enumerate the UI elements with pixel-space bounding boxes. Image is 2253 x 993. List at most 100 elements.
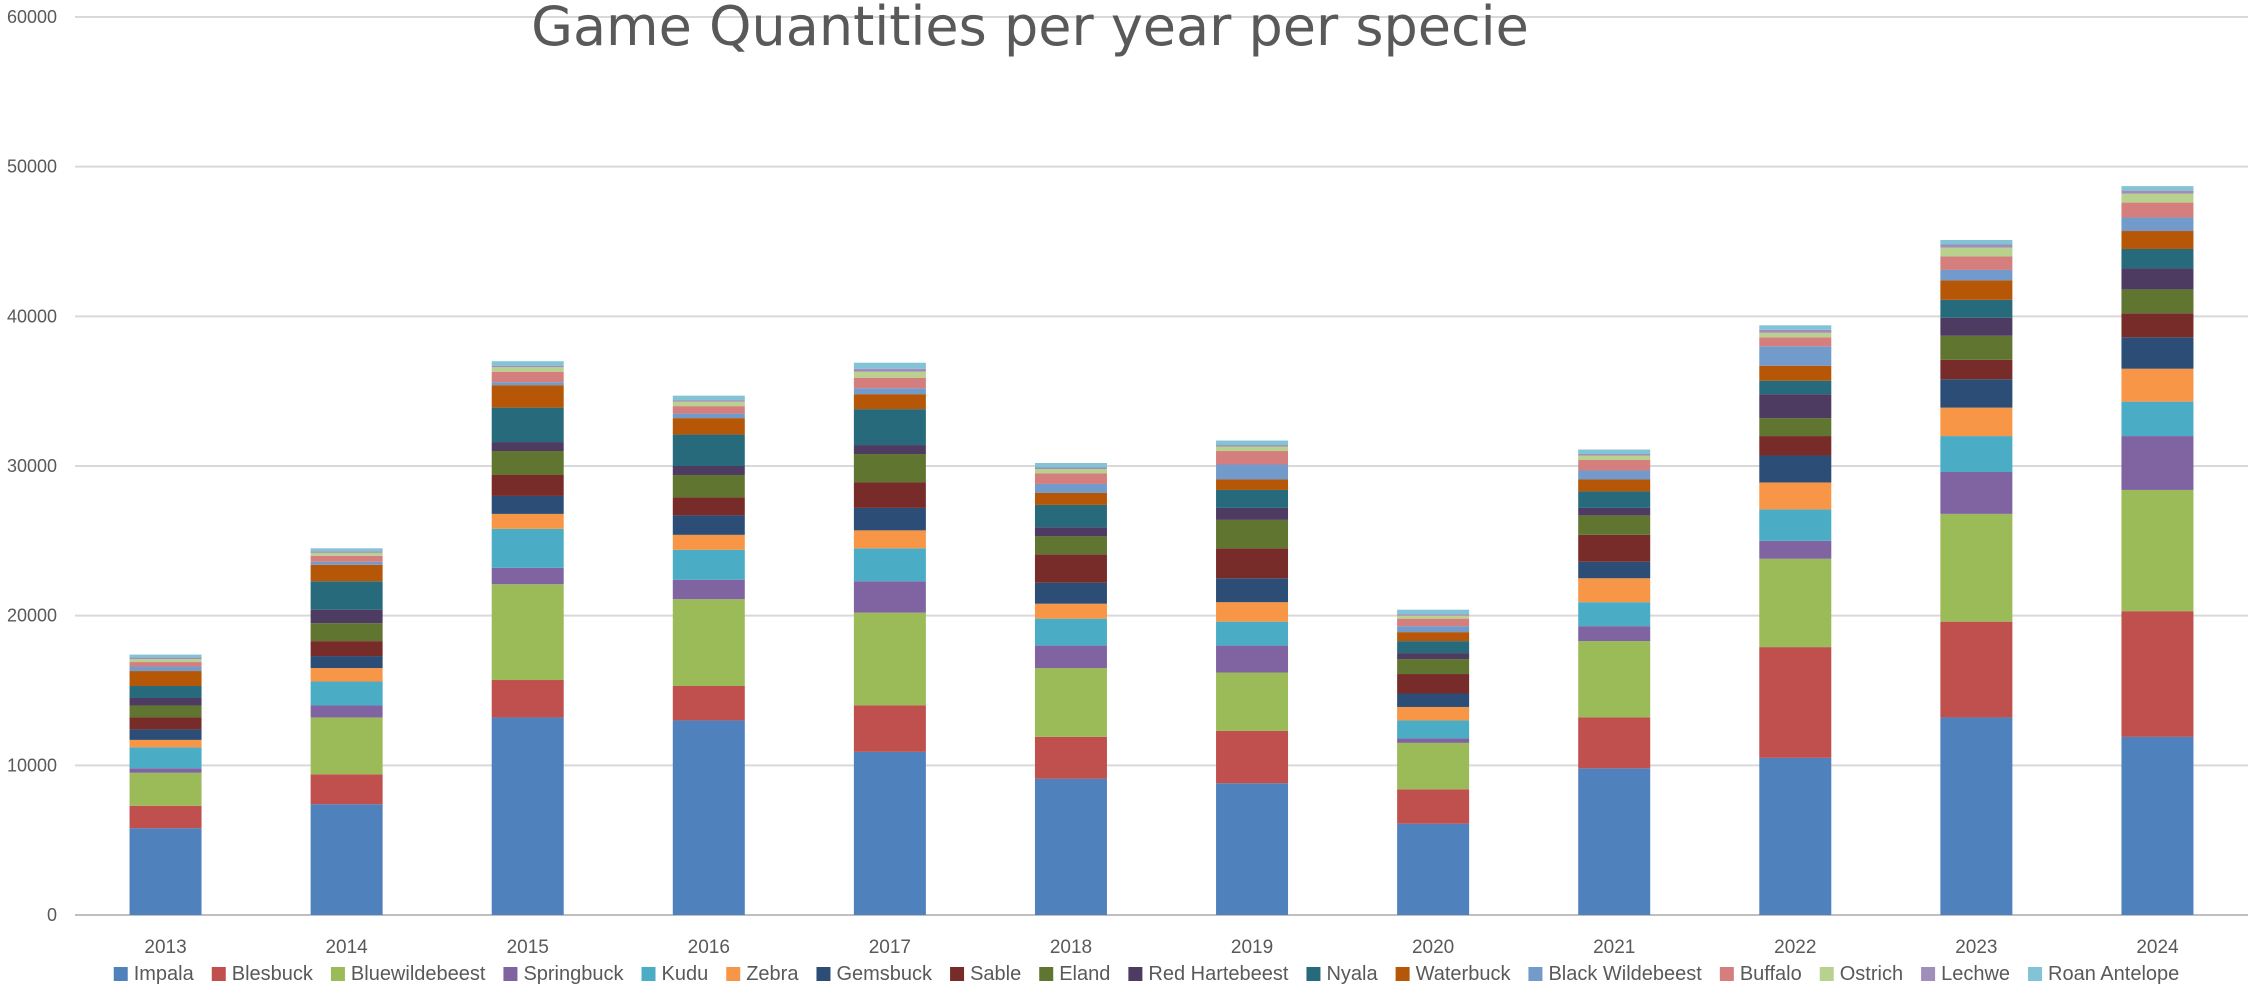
legend-swatch — [2028, 967, 2043, 981]
bar-segment-gemsbuck-2024 — [2121, 337, 2194, 369]
legend-item-nyala: Nyala — [1306, 963, 1378, 985]
bar-segment-sable-2023 — [1940, 359, 2013, 380]
bar-segment-ostrich-2014 — [310, 552, 383, 556]
y-tick-label: 40000 — [7, 306, 57, 326]
bar-segment-sable-2018 — [1034, 554, 1107, 583]
bar-segment-red-hartebeest-2018 — [1034, 527, 1107, 537]
legend-item-buffalo: Buffalo — [1719, 963, 1802, 985]
bar-segment-nyala-2024 — [2121, 248, 2194, 269]
bar-segment-nyala-2017 — [853, 409, 926, 446]
bar-segment-black-wildebeest-2016 — [672, 413, 745, 419]
legend-label: Nyala — [1326, 963, 1378, 985]
x-tick-label: 2018 — [1050, 937, 1092, 958]
bar-segment-gemsbuck-2014 — [310, 656, 383, 669]
bar-segment-blesbuck-2015 — [491, 680, 564, 718]
bar-segment-roan-antelope-2022 — [1759, 325, 1832, 330]
legend-label: Blesbuck — [232, 963, 314, 985]
bar-segment-nyala-2019 — [1216, 489, 1289, 508]
bar-segment-eland-2016 — [672, 474, 745, 498]
bar-segment-ostrich-2016 — [672, 401, 745, 407]
bar-segment-buffalo-2015 — [491, 371, 564, 383]
legend-label: Bluewildebeest — [351, 963, 486, 985]
bar-segment-bluewildebeest-2016 — [672, 599, 745, 687]
bar-segment-blesbuck-2022 — [1759, 647, 1832, 758]
legend-label: Waterbuck — [1416, 963, 1512, 985]
bar-segment-eland-2023 — [1940, 335, 2013, 360]
legend-item-roan-antelope: Roan Antelope — [2028, 963, 2179, 985]
bar-segment-springbuck-2013 — [129, 768, 202, 773]
bar-segment-blesbuck-2017 — [853, 705, 926, 752]
bar-segment-ostrich-2015 — [491, 367, 564, 372]
legend-label: Black Wildebeest — [1548, 963, 1702, 985]
bar-segment-kudu-2021 — [1578, 602, 1651, 627]
legend-item-lechwe: Lechwe — [1921, 963, 2010, 985]
bar-segment-blesbuck-2019 — [1216, 730, 1289, 784]
bar-segment-eland-2020 — [1397, 659, 1470, 675]
x-tick-label: 2021 — [1593, 937, 1635, 958]
bar-segment-zebra-2016 — [672, 534, 745, 550]
legend-label: Buffalo — [1740, 963, 1802, 985]
bar-segment-roan-antelope-2024 — [2121, 186, 2194, 191]
legend-item-red-hartebeest: Red Hartebeest — [1128, 963, 1289, 985]
bar-segment-buffalo-2016 — [672, 406, 745, 414]
bar-segment-buffalo-2017 — [853, 377, 926, 389]
bar-segment-gemsbuck-2023 — [1940, 379, 2013, 408]
legend-swatch — [1128, 967, 1143, 981]
bar-segment-buffalo-2019 — [1216, 451, 1289, 465]
bar-segment-nyala-2020 — [1397, 641, 1470, 654]
bar-segment-impala-2015 — [491, 717, 564, 915]
bar-segment-bluewildebeest-2017 — [853, 612, 926, 706]
legend-swatch — [816, 967, 831, 981]
bar-segment-waterbuck-2023 — [1940, 280, 2013, 300]
bar-segment-springbuck-2016 — [672, 579, 745, 600]
bar-segment-eland-2015 — [491, 451, 564, 475]
bar-segment-roan-antelope-2018 — [1034, 463, 1107, 468]
bar-segment-ostrich-2022 — [1759, 332, 1832, 338]
bar-segment-bluewildebeest-2018 — [1034, 668, 1107, 737]
bar-segment-roan-antelope-2015 — [491, 361, 564, 366]
bar-segment-lechwe-2016 — [672, 400, 745, 402]
bar-segment-roan-antelope-2020 — [1397, 609, 1470, 615]
legend-label: Ostrich — [1840, 963, 1903, 985]
bar-segment-kudu-2014 — [310, 681, 383, 706]
bar-segment-buffalo-2014 — [310, 555, 383, 562]
bar-segment-lechwe-2020 — [1397, 614, 1470, 616]
bar-segment-waterbuck-2013 — [129, 671, 202, 687]
bar-segment-springbuck-2021 — [1578, 626, 1651, 642]
bar-segment-sable-2019 — [1216, 548, 1289, 579]
bar-segment-impala-2014 — [310, 804, 383, 915]
bar-segment-blesbuck-2018 — [1034, 736, 1107, 779]
legend-swatch — [726, 967, 741, 981]
bar-segment-roan-antelope-2016 — [672, 395, 745, 401]
bar-segment-red-hartebeest-2015 — [491, 442, 564, 452]
x-tick-label: 2020 — [1412, 937, 1454, 958]
bar-segment-black-wildebeest-2024 — [2121, 217, 2194, 232]
y-axis-tick-labels: 0 10000 20000 30000 40000 50000 60000 — [7, 7, 57, 925]
bar-segment-buffalo-2022 — [1759, 337, 1832, 347]
bar-segment-lechwe-2022 — [1759, 329, 1832, 333]
gridlines — [75, 16, 2248, 916]
legend-item-sable: Sable — [950, 963, 1021, 985]
bar-segment-gemsbuck-2021 — [1578, 561, 1651, 579]
legend-swatch — [503, 967, 518, 981]
bar-segment-gemsbuck-2013 — [129, 729, 202, 740]
bar-segment-ostrich-2023 — [1940, 247, 2013, 257]
bar-segment-kudu-2013 — [129, 747, 202, 769]
legend-swatch — [641, 967, 656, 981]
bar-segment-zebra-2018 — [1034, 603, 1107, 619]
bar-segment-blesbuck-2024 — [2121, 611, 2194, 737]
bar-segment-eland-2022 — [1759, 418, 1832, 437]
bar-segment-buffalo-2024 — [2121, 202, 2194, 218]
bar-segment-eland-2024 — [2121, 289, 2194, 314]
bar-segment-nyala-2018 — [1034, 504, 1107, 528]
bar-segment-waterbuck-2018 — [1034, 492, 1107, 505]
bar-segment-red-hartebeest-2016 — [672, 466, 745, 475]
legend-label: Eland — [1059, 963, 1110, 985]
bar-segment-nyala-2023 — [1940, 299, 2013, 318]
bar-segment-impala-2019 — [1216, 783, 1289, 915]
bar-segment-bluewildebeest-2019 — [1216, 672, 1289, 731]
bar-segment-bluewildebeest-2024 — [2121, 489, 2194, 612]
bar-segment-waterbuck-2016 — [672, 418, 745, 435]
